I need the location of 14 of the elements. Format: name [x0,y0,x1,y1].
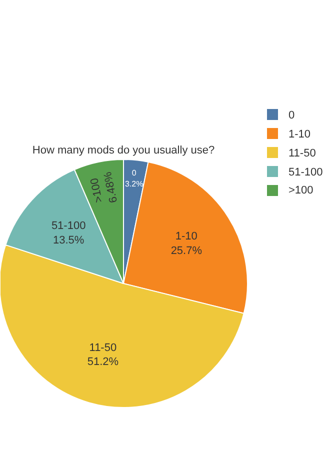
slice-label: 51-100 [51,220,86,232]
legend-label: 11-50 [288,148,316,160]
data-label: 25.7% [170,244,202,257]
data-label: 51.2% [87,356,119,368]
slice-label: 0 [132,168,137,178]
slice-label: 1-10 [175,230,198,243]
text: How many mods do you usually use? [32,144,215,156]
legend-label: 1-10 [288,128,311,140]
legend-label: >100 [288,184,314,196]
data-label: 3.2% [124,180,144,189]
slice-label: 11-50 [89,342,117,354]
legend-label: 0 [288,110,295,122]
legend-label: 51-100 [288,166,323,178]
data-label: 13.5% [52,234,84,247]
